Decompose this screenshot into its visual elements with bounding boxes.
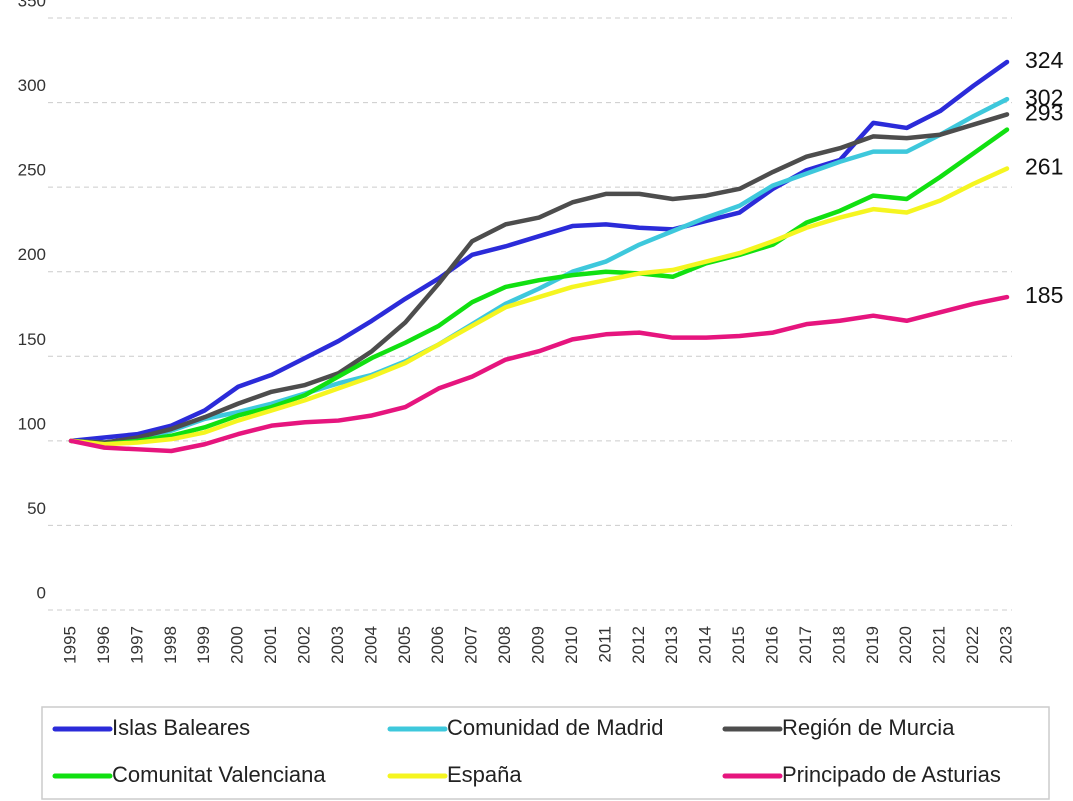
series-line — [68, 59, 1010, 444]
legend-box — [41, 706, 1050, 800]
series-line — [68, 112, 1010, 445]
series-line — [68, 166, 1010, 447]
legend-label: España — [447, 762, 522, 787]
end-label: 261 — [1025, 154, 1063, 180]
legend-label: Principado de Asturias — [782, 762, 1001, 787]
x-tick-label: 2005 — [395, 626, 414, 664]
x-tick-label: 2000 — [228, 626, 247, 664]
x-tick-label: 2001 — [261, 626, 280, 664]
x-tick-label: 2012 — [629, 626, 648, 664]
x-tick-label: 1997 — [127, 626, 146, 664]
legend-label: Comunidad de Madrid — [447, 715, 663, 740]
end-label: 293 — [1025, 99, 1063, 125]
x-tick-label: 2014 — [696, 626, 715, 664]
y-tick-label: 200 — [18, 245, 46, 264]
x-tick-label: 2022 — [963, 626, 982, 664]
x-tick-label: 1999 — [194, 626, 213, 664]
x-tick-label: 2006 — [428, 626, 447, 664]
y-tick-label: 150 — [18, 330, 46, 349]
legend-label: Comunitat Valenciana — [112, 762, 326, 787]
x-tick-label: 2023 — [996, 626, 1015, 664]
x-tick-label: 2008 — [495, 626, 514, 664]
x-tick-label: 2009 — [528, 626, 547, 664]
x-tick-label: 2013 — [662, 626, 681, 664]
y-tick-label: 100 — [18, 414, 46, 433]
x-tick-label: 1996 — [94, 626, 113, 664]
series-line — [68, 294, 1010, 454]
end-label: 302 — [1025, 84, 1063, 110]
series-line — [68, 96, 1010, 445]
x-tick-label: 2016 — [762, 626, 781, 664]
x-tick-label: 2020 — [896, 626, 915, 664]
legend-label: Región de Murcia — [782, 715, 955, 740]
x-tick-label: 2015 — [729, 626, 748, 664]
x-tick-label: 2007 — [462, 626, 481, 664]
x-tick-label: 2017 — [796, 626, 815, 664]
y-tick-label: 350 — [18, 0, 46, 10]
legend-label: Islas Baleares — [112, 715, 250, 740]
x-tick-label: 1995 — [60, 626, 79, 664]
series-line — [68, 127, 1010, 447]
x-tick-label: 2002 — [294, 626, 313, 664]
end-label: 185 — [1025, 282, 1063, 308]
y-tick-label: 250 — [18, 161, 46, 180]
x-tick-label: 1998 — [161, 626, 180, 664]
x-tick-label: 2003 — [328, 626, 347, 664]
x-tick-label: 2010 — [562, 626, 581, 664]
y-tick-label: 0 — [37, 583, 46, 602]
end-label: 324 — [1025, 47, 1064, 73]
x-tick-label: 2004 — [361, 626, 380, 664]
x-tick-label: 2011 — [595, 626, 614, 663]
y-tick-label: 300 — [18, 76, 46, 95]
y-tick-label: 50 — [27, 499, 46, 518]
x-tick-label: 2019 — [863, 626, 882, 664]
x-tick-label: 2018 — [829, 626, 848, 664]
x-tick-label: 2021 — [930, 626, 949, 664]
